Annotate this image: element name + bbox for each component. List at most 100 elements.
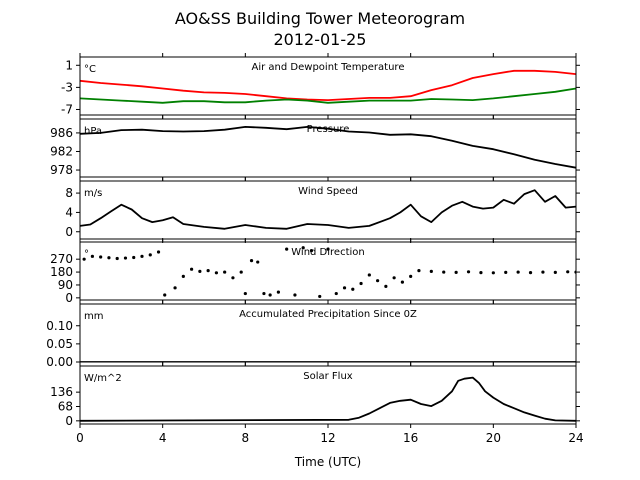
data-point — [256, 260, 260, 264]
data-point — [276, 290, 280, 294]
panel-2-unit: m/s — [84, 188, 102, 199]
panel-5-series-line-0 — [80, 376, 576, 422]
panel-0: -7 -3 1 °C Air and Dewpoint Temperature — [61, 53, 580, 119]
data-point — [123, 256, 128, 260]
data-point — [454, 270, 458, 274]
data-point — [309, 248, 314, 253]
data-point — [239, 270, 243, 274]
panel-1-series-line-0 — [80, 126, 576, 169]
data-point — [285, 247, 289, 251]
data-point — [163, 293, 167, 297]
data-point — [528, 271, 533, 275]
data-point — [293, 293, 297, 297]
y-tick-label: 68 — [58, 399, 73, 413]
panel-4: 0.00 0.05 0.10 mm Accumulated Precipitation … — [46, 300, 580, 369]
data-point — [553, 270, 557, 274]
data-point — [417, 269, 421, 273]
data-point — [223, 270, 227, 274]
y-tick-label: -3 — [61, 80, 73, 94]
data-point — [392, 276, 396, 280]
data-point — [516, 270, 520, 274]
y-tick-label: 978 — [50, 163, 73, 177]
panel-4-title: Accumulated Precipitation Since 0Z — [239, 309, 417, 320]
data-point — [566, 270, 570, 274]
data-point — [301, 246, 305, 250]
data-point — [132, 255, 136, 260]
x-tick-label: 8 — [242, 431, 250, 445]
y-tick-label: 982 — [50, 144, 73, 158]
data-point — [479, 271, 483, 275]
panel-3-series-0 — [82, 246, 576, 299]
y-tick-label: 4 — [65, 205, 73, 219]
data-point — [181, 274, 185, 278]
y-tick-label: 136 — [50, 385, 73, 399]
data-point — [190, 267, 194, 271]
panel-3-title: Wind Direction — [291, 247, 365, 258]
x-tick-label: 16 — [403, 431, 418, 445]
data-point — [99, 255, 103, 259]
y-tick-label: 270 — [50, 252, 73, 266]
panels-group: -7 -3 1 °C Air and Dewpoint Temperature 978 98… — [46, 53, 584, 445]
panel-1-unit: hPa — [84, 126, 102, 137]
x-tick-label: 20 — [486, 431, 501, 445]
y-tick-label: 0.00 — [46, 355, 73, 369]
data-point — [262, 291, 266, 296]
data-point — [82, 257, 86, 261]
data-point — [148, 253, 152, 257]
data-point — [156, 250, 161, 254]
panel-0-series-line-1 — [80, 87, 576, 104]
data-point — [376, 279, 380, 283]
y-tick-label: 1 — [65, 58, 73, 72]
data-point — [504, 270, 508, 274]
data-point — [334, 291, 338, 296]
data-point — [342, 286, 347, 290]
y-tick-label: 0.10 — [46, 319, 73, 333]
data-point — [231, 276, 235, 280]
x-tick-label: 24 — [568, 431, 583, 445]
data-point — [384, 284, 388, 288]
data-point — [214, 271, 218, 275]
y-tick-label: -7 — [61, 102, 73, 116]
y-tick-label: 0.05 — [46, 337, 73, 351]
data-point — [115, 256, 119, 261]
x-tick-label: 0 — [76, 431, 84, 445]
data-point — [173, 286, 177, 290]
figure-title: AO&SS Building Tower Meteorogram — [175, 9, 465, 28]
data-point — [359, 281, 363, 286]
panel-0-unit: °C — [84, 64, 96, 75]
y-tick-label: 0 — [65, 225, 73, 239]
y-tick-label: 0 — [65, 291, 73, 305]
y-tick-label: 8 — [65, 186, 73, 200]
data-point — [400, 280, 404, 284]
data-point — [140, 254, 144, 258]
data-point — [466, 270, 471, 274]
panel-2-title: Wind Speed — [298, 186, 358, 197]
panel-4-unit: mm — [84, 311, 103, 322]
y-tick-label: 90 — [58, 278, 73, 292]
data-point — [318, 294, 322, 299]
data-point — [429, 269, 433, 273]
panel-5-title: Solar Flux — [303, 371, 353, 382]
data-point — [326, 247, 330, 251]
data-point — [198, 269, 202, 273]
x-axis-label: Time (UTC) — [294, 455, 361, 469]
x-tick-label: 4 — [159, 431, 167, 445]
data-point — [409, 274, 413, 278]
data-point — [206, 269, 210, 273]
data-point — [491, 271, 495, 275]
y-tick-label: 986 — [50, 126, 73, 140]
data-point — [351, 287, 355, 291]
data-point — [90, 254, 94, 258]
data-point — [268, 293, 272, 297]
data-point — [107, 256, 111, 260]
panel-1-title: Pressure — [307, 124, 350, 135]
panel-2-series-line-0 — [80, 189, 576, 230]
panel-5-unit: W/m^2 — [84, 373, 122, 384]
panel-0-series-line-0 — [80, 69, 576, 101]
x-tick-label: 12 — [320, 431, 335, 445]
panel-0-title: Air and Dewpoint Temperature — [252, 62, 405, 73]
figure-subtitle: 2012-01-25 — [274, 30, 367, 49]
data-point — [249, 259, 254, 263]
